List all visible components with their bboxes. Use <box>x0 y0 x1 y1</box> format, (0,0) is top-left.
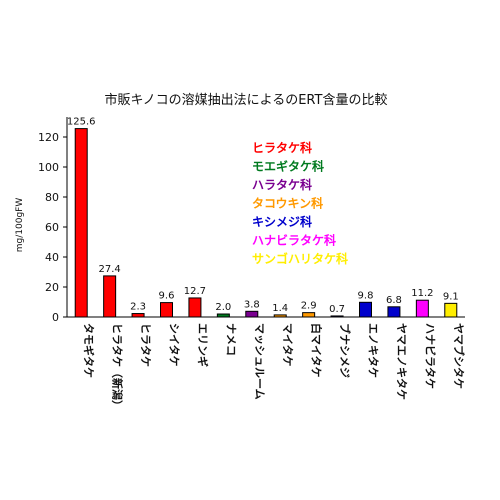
category-label: エリンギ <box>196 323 210 367</box>
data-label: 125.6 <box>67 117 96 128</box>
y-tick-label: 0 <box>52 311 59 324</box>
legend-item: ハラタケ科 <box>252 177 312 192</box>
category-label: マイタケ <box>281 323 294 367</box>
data-label: 2.3 <box>130 302 146 313</box>
y-tick-label: 60 <box>45 221 59 234</box>
y-tick-label: 20 <box>45 281 59 294</box>
y-tick-label: 80 <box>45 191 59 204</box>
bar <box>359 301 372 318</box>
bar <box>302 312 316 318</box>
data-label: 2.9 <box>301 301 317 312</box>
y-axis-label: mg/100gFW <box>15 198 25 253</box>
bar <box>444 302 458 318</box>
legend-item: サンゴハリタケ科 <box>252 251 348 266</box>
legend-item: タコウキン科 <box>252 196 323 211</box>
data-label: 12.7 <box>184 286 206 297</box>
data-label: 9.1 <box>443 291 459 302</box>
bar <box>160 302 173 318</box>
y-tick-label: 100 <box>38 161 59 174</box>
bar <box>131 313 145 318</box>
category-label: ブナシメジ <box>338 323 352 378</box>
bar <box>330 315 344 318</box>
category-label: シイタケ <box>168 323 181 367</box>
legend-item: ハナビラタケ科 <box>252 233 336 248</box>
category-label: 白マイタケ <box>310 323 324 378</box>
data-label: 6.8 <box>386 295 402 306</box>
category-label: ナメコ <box>224 323 237 356</box>
y-tick-label: 40 <box>45 251 59 264</box>
legend: ヒラタケ科モエギタケ科ハラタケ科タコウキン科キシメジ科ハナビラタケ科サンゴハリタ… <box>252 140 348 266</box>
data-label: 1.4 <box>272 303 288 314</box>
bar <box>188 297 202 318</box>
category-label: マッシュルーム <box>253 323 266 400</box>
bar <box>245 310 259 318</box>
data-label: 2.0 <box>215 302 231 313</box>
category-label: エノキタケ <box>367 323 380 378</box>
legend-item: キシメジ科 <box>252 214 312 229</box>
data-label: 27.4 <box>99 264 121 275</box>
data-label: 9.8 <box>358 290 374 301</box>
category-label: ハナビラタケ <box>423 323 437 389</box>
category-label: ヤマエノキタケ <box>395 323 408 400</box>
category-label: ヒラタケ <box>139 323 152 367</box>
bar <box>273 314 287 318</box>
data-label: 9.6 <box>159 291 175 302</box>
bar <box>415 299 429 318</box>
chart-title: 市販キノコの溶媒抽出法によるのERT含量の比較 <box>105 92 388 108</box>
bar <box>216 313 230 318</box>
y-tick-label: 120 <box>38 131 59 144</box>
plot-area: 0 20 40 60 80 100 120 125.6 タモギタケ 27.4 ヒラタケ（新潟） 2.3… <box>38 117 466 411</box>
bar <box>387 306 401 318</box>
bar <box>74 128 88 318</box>
category-label: ヒラタケ（新潟） <box>111 323 125 411</box>
legend-item: モエギタケ科 <box>252 159 324 174</box>
data-label: 3.8 <box>244 299 260 310</box>
legend-item: ヒラタケ科 <box>252 140 312 155</box>
bar <box>103 275 117 318</box>
data-label: 0.7 <box>329 304 345 315</box>
category-label: ヤマブシタケ <box>452 323 466 389</box>
category-label: タモギタケ <box>82 323 96 378</box>
data-label: 11.2 <box>411 288 433 299</box>
